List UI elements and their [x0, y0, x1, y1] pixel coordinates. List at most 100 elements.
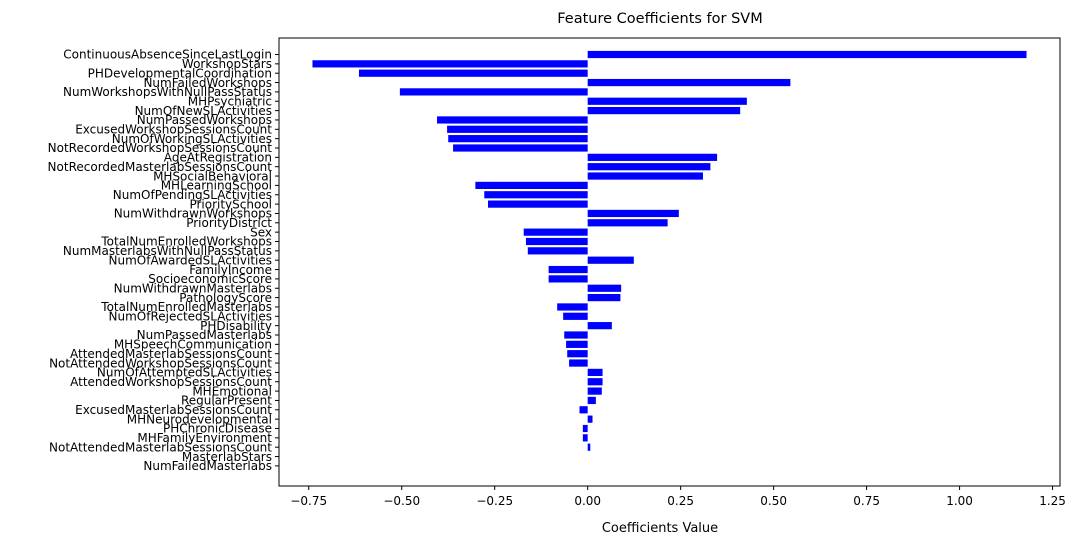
bar — [587, 443, 591, 451]
bar — [447, 125, 588, 133]
y-tick-label: PHDevelopmentalCoordination — [88, 66, 272, 80]
bar — [587, 172, 703, 180]
chart-title: Feature Coefficients for SVM — [557, 11, 762, 27]
y-tick-label: TotalNumEnrolledMasterlabs — [100, 300, 272, 314]
bar — [527, 247, 588, 255]
bar — [579, 406, 588, 414]
bar — [437, 116, 588, 124]
bar — [569, 359, 588, 367]
y-tick-label: MasterlabStars — [182, 450, 272, 464]
y-tick-label: NumOfAwardedSLActivities — [109, 253, 273, 267]
y-tick-label: RegularPresent — [181, 394, 272, 408]
y-tick-label: PHChronicDisease — [163, 422, 272, 436]
bar — [587, 396, 596, 405]
bar — [587, 256, 634, 264]
y-tick-labels: ContinuousAbsenceSinceLastLoginWorkshopS… — [48, 48, 273, 473]
bar — [312, 60, 588, 68]
y-tick-label: NumOfRejectedSLActivities — [109, 310, 272, 324]
y-tick-label: NumWithdrawnMasterlabs — [114, 281, 272, 295]
bar — [587, 368, 603, 376]
y-tick-label: MHPsychiatric — [188, 94, 272, 108]
y-tick-label: NotAttendedMasterlabSessionsCount — [49, 440, 272, 454]
bar — [525, 237, 588, 246]
bar — [488, 200, 588, 208]
bar — [587, 415, 593, 423]
bar — [566, 340, 588, 348]
bar — [587, 294, 621, 302]
y-tick-label: MHLearningSchool — [161, 179, 272, 193]
x-tick-label: 0.25 — [667, 494, 694, 508]
y-tick-label: NumWithdrawnWorkshops — [114, 207, 272, 221]
y-tick-label: NumOfAttemptedSLActivities — [97, 366, 272, 380]
y-tick-label: PathologyScore — [179, 291, 272, 305]
bar — [523, 228, 588, 236]
y-tick-label: MHSocialBehavioral — [153, 169, 272, 183]
y-tick-label: NumOfWorkingSLActivities — [112, 132, 272, 146]
bar — [484, 191, 588, 199]
bar — [587, 163, 711, 171]
bar — [587, 153, 718, 161]
y-tick-label: WorkshopStars — [182, 57, 272, 71]
y-tick-label: NotRecordedMasterlabSessionsCount — [48, 160, 273, 174]
bar — [358, 69, 588, 77]
y-tick-label: NumMasterlabsWithNullPassStatus — [63, 244, 272, 258]
y-tick-label: Sex — [250, 225, 272, 239]
y-tick-label: AttendedMasterlabSessionsCount — [70, 347, 272, 361]
bar — [448, 135, 588, 143]
y-tick-label: NumOfPendingSLActivities — [113, 188, 272, 202]
y-tick-label: ExcusedWorkshopSessionsCount — [75, 123, 272, 137]
bar — [582, 424, 588, 433]
x-tick-label: 0.00 — [574, 494, 601, 508]
plot-frame — [278, 37, 1061, 487]
y-tick-label: AttendedWorkshopSessionsCount — [70, 375, 272, 389]
bars-group — [312, 50, 1027, 451]
y-tick-label: FamilyIncome — [189, 263, 272, 277]
y-tick-label: NotAttendedWorkshopSessionsCount — [49, 356, 272, 370]
y-tick-label: NumFailedMasterlabs — [143, 459, 272, 473]
x-tick-label: −0.50 — [383, 494, 420, 508]
x-tick-label: −0.75 — [290, 494, 327, 508]
y-tick-label: MHNeurodevelopmental — [127, 412, 272, 426]
y-tick-label: MHFamilyEnvironment — [137, 431, 272, 445]
bar — [567, 350, 588, 358]
y-tick-label: SocioeconomicScore — [148, 272, 272, 286]
bar — [587, 78, 791, 87]
x-axis-label: Coefficients Value — [602, 521, 718, 536]
y-tick-label: PrioritySchool — [189, 197, 272, 211]
bar — [563, 312, 588, 320]
bar — [587, 378, 603, 386]
bar — [587, 219, 668, 227]
y-tick-label: PriorityDistrict — [186, 216, 272, 230]
y-tick-label: NotRecordedWorkshopSessionsCount — [48, 141, 273, 155]
x-ticks: −0.75 −0.50 −0.25 0.00 0.25 0.50 0.75 1.00 1.25 — [290, 486, 1066, 508]
bar — [564, 331, 588, 339]
bar — [587, 284, 622, 292]
y-tick-label: NumPassedMasterlabs — [137, 328, 272, 342]
x-tick-label: 0.50 — [760, 494, 787, 508]
bar — [557, 303, 588, 311]
y-tick-label: NumPassedWorkshops — [137, 113, 272, 127]
y-tick-label: MHEmotional — [192, 384, 272, 398]
y-tick-label: NumWorkshopsWithNullPassStatus — [63, 85, 272, 99]
bar — [587, 107, 741, 115]
bar — [548, 265, 588, 274]
y-tick-label: ExcusedMasterlabSessionsCount — [75, 403, 272, 417]
y-tick-label: ContinuousAbsenceSinceLastLogin — [63, 48, 272, 62]
y-tick-label: MHSpeechCommunication — [114, 338, 272, 352]
bar — [587, 209, 679, 218]
y-tick-label: NumFailedWorkshops — [143, 76, 272, 90]
bar — [399, 88, 588, 96]
bar — [548, 275, 588, 283]
y-ticks — [275, 54, 279, 467]
y-tick-label: AgeAtRegistration — [164, 151, 272, 165]
bar — [587, 387, 602, 395]
bar — [587, 322, 612, 330]
y-tick-label: TotalNumEnrolledWorkshops — [100, 235, 272, 249]
bar — [582, 434, 588, 442]
x-tick-label: 1.25 — [1039, 494, 1066, 508]
x-tick-label: 0.75 — [853, 494, 880, 508]
bar — [587, 97, 747, 105]
bar — [475, 181, 588, 189]
x-tick-label: −0.25 — [476, 494, 513, 508]
